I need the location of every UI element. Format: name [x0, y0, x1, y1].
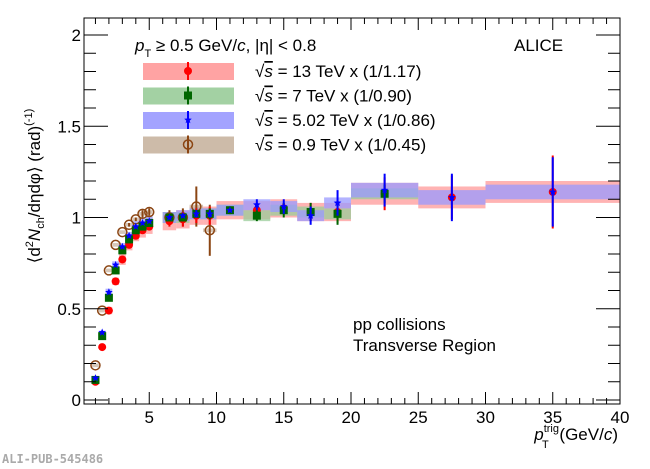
- cuts-label: pT ≥ 0.5 GeV/c, |η| < 0.8: [134, 36, 316, 60]
- marker-square: [111, 266, 120, 275]
- marker-star: [192, 209, 201, 218]
- marker-star: [145, 217, 154, 225]
- marker-open-circle: [204, 225, 216, 236]
- marker-open-circle: [90, 360, 101, 371]
- x-tick-label: 25: [409, 408, 428, 427]
- marker-circle: [111, 277, 120, 286]
- y-axis-label: ⟨d2Nch/dηdφ⟩ (rad)(-1): [23, 109, 47, 264]
- system-label-line2: Transverse Region: [353, 336, 496, 355]
- marker-circle: [184, 67, 192, 75]
- marker-star: [184, 116, 192, 124]
- system-label-line1: pp collisions: [353, 315, 446, 334]
- x-tick-label: 10: [207, 408, 226, 427]
- y-tick-label: 0: [72, 391, 81, 410]
- legend-label: √s = 13 TeV x (1/1.17): [255, 62, 421, 81]
- y-tick-label: 1.5: [57, 117, 81, 136]
- x-tick-label: 40: [611, 408, 630, 427]
- publication-id: ALI-PUB-545486: [2, 452, 104, 466]
- sys-band: [118, 230, 126, 234]
- marker-open-circle: [137, 208, 148, 220]
- legend-entry: √s = 13 TeV x (1/1.17): [143, 62, 421, 81]
- marker-star: [306, 211, 315, 219]
- marker-open-circle: [117, 226, 128, 238]
- marker-open-circle: [182, 139, 194, 150]
- x-axis-label: ptrig T (GeV/c): [533, 423, 618, 451]
- y-tick-label: 2: [72, 26, 81, 45]
- marker-circle: [104, 306, 113, 315]
- marker-circle: [98, 343, 107, 352]
- marker-square: [118, 246, 127, 255]
- marker-star: [138, 219, 147, 227]
- marker-square: [184, 91, 192, 100]
- marker-open-circle: [144, 206, 155, 218]
- legend-label: √s = 7 TeV x (1/0.90): [255, 87, 412, 106]
- marker-open-circle: [123, 219, 135, 231]
- legend-label: √s = 5.02 TeV x (1/0.86): [255, 111, 436, 130]
- marker-star: [132, 222, 140, 230]
- marker-star: [98, 328, 106, 336]
- legend-label: √s = 0.9 TeV x (1/0.45): [255, 136, 426, 155]
- marker-star: [111, 260, 120, 269]
- marker-star: [91, 374, 100, 382]
- marker-square: [138, 222, 147, 231]
- legend: pT ≥ 0.5 GeV/c, |η| < 0.8 √s = 13 TeV x (…: [134, 36, 436, 155]
- marker-star: [118, 242, 127, 250]
- legend-entry: √s = 0.9 TeV x (1/0.45): [143, 135, 426, 155]
- data-points: [90, 155, 557, 386]
- marker-star: [253, 200, 261, 208]
- x-tick-label: 20: [342, 408, 361, 427]
- marker-star: [380, 186, 389, 194]
- marker-square: [98, 332, 107, 341]
- marker-star: [179, 211, 187, 219]
- plot-frame: [83, 17, 621, 405]
- legend-entry: √s = 5.02 TeV x (1/0.86): [143, 111, 436, 130]
- marker-circle: [118, 255, 127, 264]
- x-tick-label: 5: [145, 408, 154, 427]
- sys-band: [112, 243, 119, 247]
- marker-square: [104, 293, 113, 302]
- marker-square: [252, 211, 261, 220]
- marker-star: [333, 198, 342, 207]
- marker-square: [125, 235, 134, 244]
- axes: 5 10 15 20 25 30 35 40 0 0.5 1 1.5 2 ptrig T (GeV/c) ⟨d…: [23, 17, 630, 451]
- marker-star: [105, 288, 113, 296]
- x-tick-label: 15: [274, 408, 293, 427]
- sys-band: [105, 268, 113, 273]
- marker-star: [125, 231, 133, 239]
- x-tick-label: 35: [543, 408, 562, 427]
- marker-star: [206, 209, 214, 218]
- marker-star: [279, 202, 288, 210]
- y-tick-label: 1: [72, 209, 81, 228]
- marker-star: [448, 193, 456, 201]
- marker-star: [548, 188, 557, 196]
- sys-band: [98, 308, 106, 313]
- sys-band: [92, 363, 99, 368]
- marker-star: [226, 206, 234, 214]
- experiment-label: ALICE: [514, 36, 563, 55]
- x-tick-label: 30: [476, 408, 495, 427]
- marker-square: [131, 226, 140, 235]
- marker-star: [165, 213, 174, 221]
- legend-entry: √s = 7 TeV x (1/0.90): [143, 86, 412, 106]
- y-tick-label: 0.5: [57, 300, 81, 319]
- marker-open-circle: [110, 239, 121, 251]
